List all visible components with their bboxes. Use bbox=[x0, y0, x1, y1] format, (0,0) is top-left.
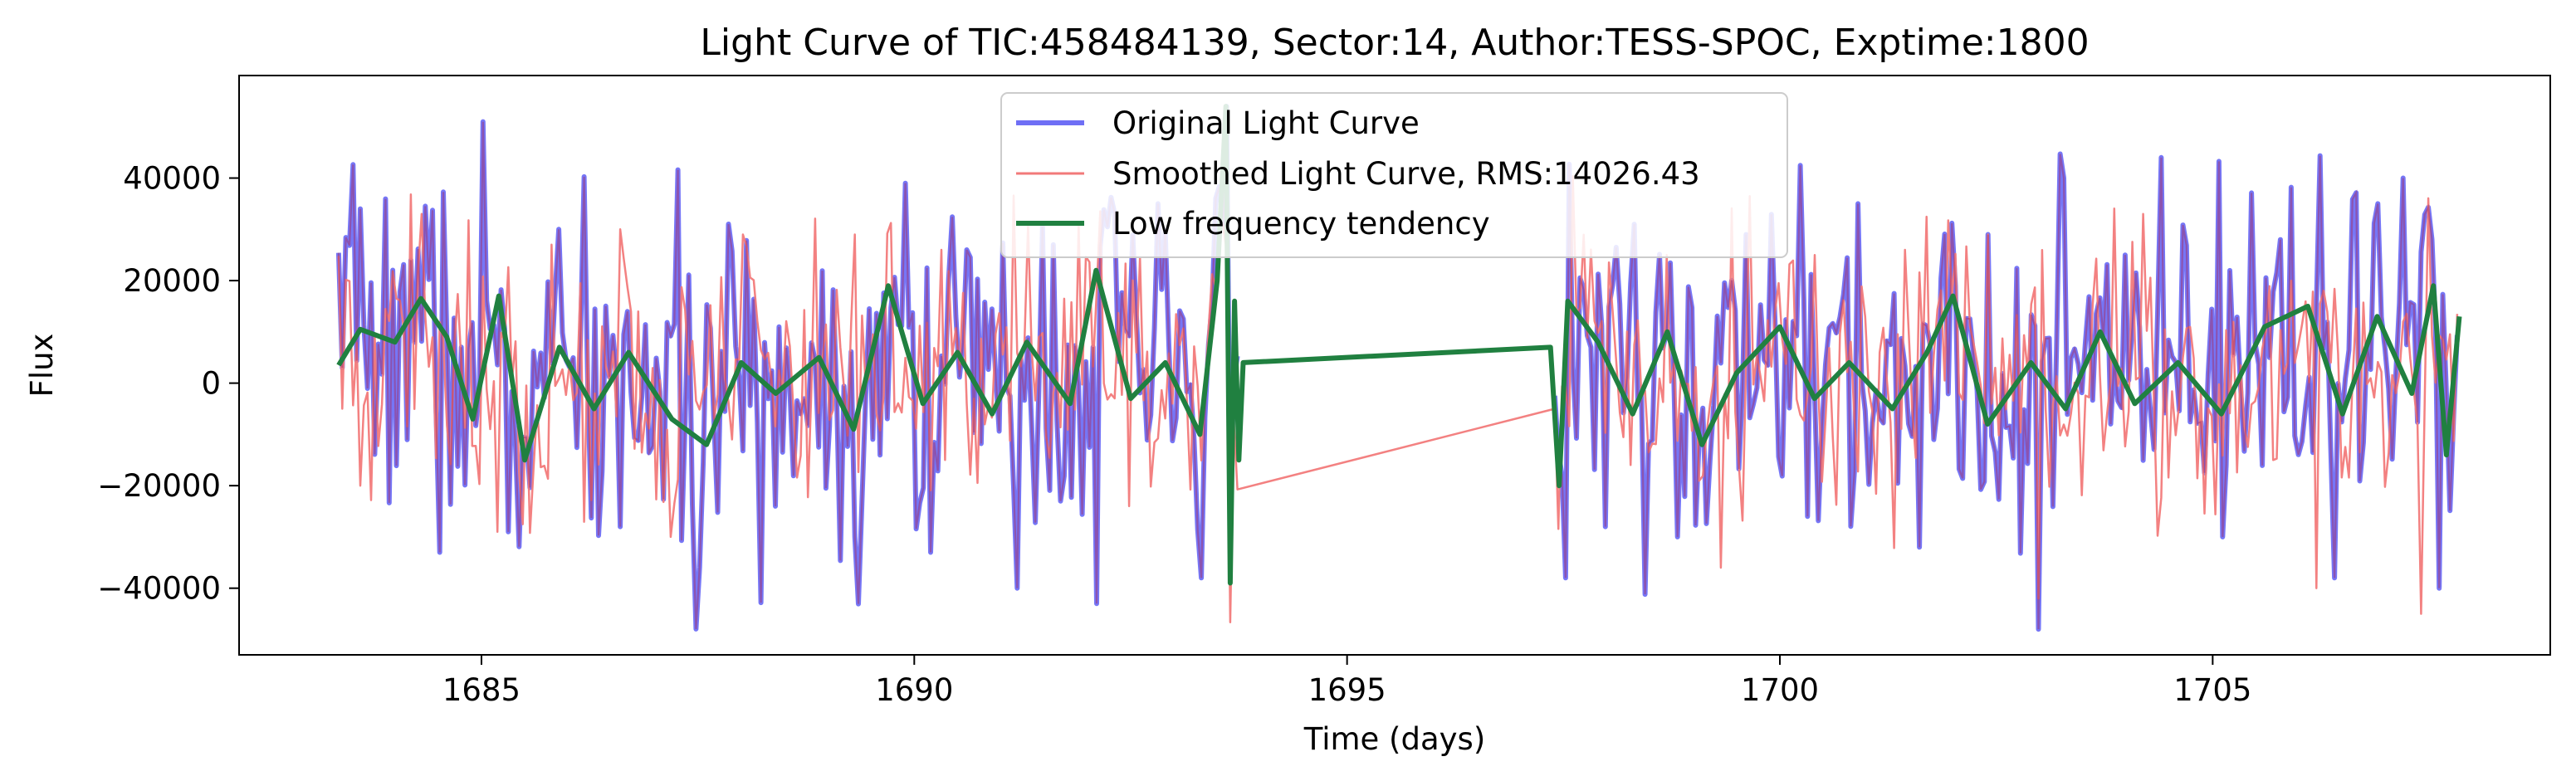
axes-frame bbox=[238, 75, 2551, 656]
series-overlap-tint bbox=[337, 106, 2458, 630]
x-axis: 1685 1690 1695 1700 1705 bbox=[442, 655, 2251, 708]
x-tick-label: 1700 bbox=[1741, 672, 1819, 708]
y-tick-label: −20000 bbox=[97, 468, 221, 504]
y-tick-label: −40000 bbox=[97, 571, 221, 607]
plot-area bbox=[335, 104, 2462, 632]
x-tick-label: 1705 bbox=[2173, 672, 2251, 708]
x-axis-label: Time (days) bbox=[1303, 721, 1486, 757]
series-low-frequency-line bbox=[336, 104, 2462, 586]
y-axis: −40000 −20000 0 20000 40000 bbox=[97, 161, 239, 607]
legend-entry-low-frequency: Low frequency tendency bbox=[1112, 206, 1490, 242]
legend-entry-smoothed: Smoothed Light Curve, RMS:14026.43 bbox=[1112, 156, 1700, 192]
legend: Original Light Curve Smoothed Light Curv… bbox=[1000, 92, 1788, 258]
y-tick-label: 0 bbox=[201, 366, 221, 402]
y-tick-label: 20000 bbox=[123, 263, 221, 299]
legend-entry-original: Original Light Curve bbox=[1112, 105, 1420, 141]
y-axis-label: Flux bbox=[24, 334, 60, 398]
chart-title: Light Curve of TIC:458484139, Sector:14,… bbox=[700, 22, 2089, 64]
legend-box bbox=[1000, 92, 1788, 258]
x-tick-label: 1690 bbox=[875, 672, 953, 708]
y-tick-label: 40000 bbox=[123, 161, 221, 197]
x-tick-label: 1695 bbox=[1308, 672, 1386, 708]
x-tick-label: 1685 bbox=[442, 672, 521, 708]
